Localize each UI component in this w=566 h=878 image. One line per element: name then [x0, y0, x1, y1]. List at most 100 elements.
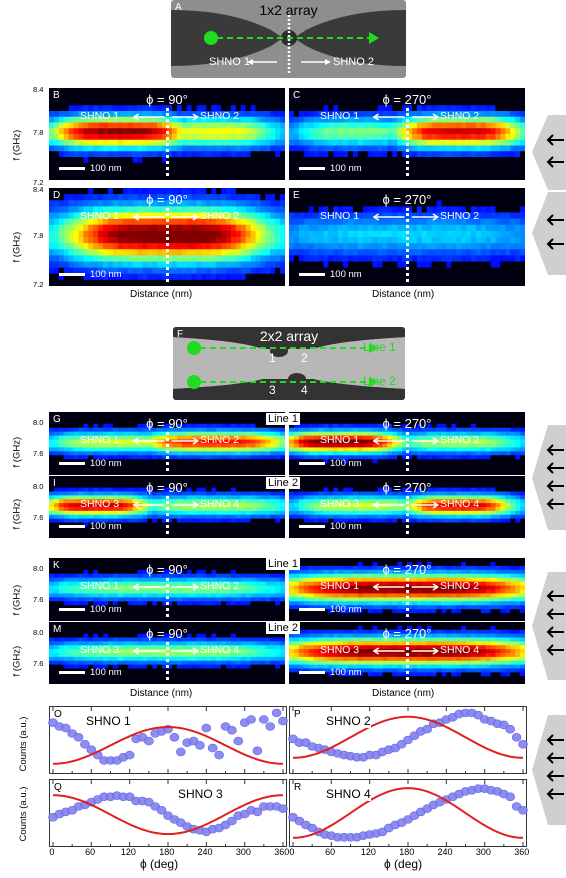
graphs-xlabel-right: ϕ (deg) [384, 857, 423, 871]
scale-bar-label: 100 nm [90, 604, 122, 615]
data-point [409, 731, 420, 741]
direction-arrows-icon-d [132, 213, 200, 221]
scale-bar-b: 100 nm [59, 163, 122, 174]
panel-f-sem-graphic [173, 327, 405, 400]
panel-f-num-4: 4 [301, 383, 308, 397]
x-tick-label: 240 [197, 847, 213, 857]
scale-bar-line [59, 273, 85, 276]
scale-bar-m: 100 nm [59, 667, 122, 678]
data-point [499, 720, 509, 730]
scatter-plot-r: R SHNO 4 [288, 779, 528, 847]
scale-bar-label: 100 nm [330, 269, 362, 280]
data-point [227, 725, 237, 735]
scale-bar-line [59, 167, 85, 170]
direction-arrows-icon-b [132, 113, 200, 121]
data-point [265, 722, 275, 731]
divider-line-h [406, 432, 409, 471]
fit-curve [293, 787, 523, 839]
shno-right-label-b: SHNO 2 [200, 110, 240, 122]
panel-letter-g: G [53, 414, 61, 425]
data-point [252, 807, 263, 817]
panel-a-shno-left: SHNO 1 [209, 56, 250, 68]
divider-line-i [166, 496, 169, 534]
scale-bar-label: 100 nm [330, 604, 362, 615]
direction-arrows-icon-i [132, 501, 200, 509]
row2-line1-tag-b: Line 1 [266, 558, 300, 570]
panel-letter-b: B [53, 90, 60, 101]
scale-bar-j: 100 nm [299, 521, 362, 532]
scale-bar-n: 100 nm [299, 667, 362, 678]
divider-line-g [166, 432, 169, 471]
row2-xlabel-right: Distance (nm) [372, 688, 435, 699]
scale-bar-c: 100 nm [299, 163, 362, 174]
graph-letter-q: Q [54, 782, 62, 793]
panel-a-letter: A [175, 2, 182, 13]
phi-label-b: ϕ = 90° [146, 92, 188, 107]
data-point [214, 750, 224, 760]
panel-f-title: 2x2 array [259, 328, 319, 344]
data-point [144, 797, 154, 807]
phi-label-e: ϕ = 270° [382, 192, 432, 207]
row2-ytick: 8.0 [33, 482, 44, 491]
row1-ytick-4: 7.8 [33, 231, 44, 240]
direction-arrows-icon-g [132, 437, 200, 445]
x-tick-label: 0 [289, 847, 295, 857]
panel-f-num-3: 3 [269, 383, 276, 397]
shno-left-label-k: SHNO 1 [80, 580, 120, 592]
row2-ytick: 7.6 [33, 595, 44, 604]
data-point [403, 735, 413, 745]
row2-line2-tag-a: Line 2 [266, 477, 300, 489]
scatter-svg-p [288, 707, 528, 773]
data-point [473, 710, 484, 720]
scatter-svg-q [48, 780, 288, 846]
x-tick-label: 300 [235, 847, 251, 857]
panel-a-shno-right: SHNO 2 [333, 56, 374, 68]
x-tick-label: 300 [475, 847, 491, 857]
panel-letter-c: C [293, 90, 301, 101]
row1-ytick-0: 8.4 [33, 85, 44, 94]
heatmap-k [49, 558, 285, 621]
data-point [80, 739, 90, 749]
divider-line-c [406, 108, 409, 176]
data-point [124, 792, 135, 802]
scale-bar-line [299, 167, 325, 170]
heatmap-l [289, 558, 525, 621]
fit-curve [53, 794, 283, 836]
graph-letter-o: O [54, 709, 62, 720]
scale-bar-line [59, 608, 85, 611]
x-tick-label: 180 [399, 847, 415, 857]
data-point [518, 739, 528, 749]
data-point [271, 708, 282, 718]
direction-arrows-icon-h [372, 437, 440, 445]
side-icons [532, 115, 566, 825]
panel-letter-i: I [53, 478, 56, 489]
direction-arrows-icon-n [372, 647, 440, 655]
data-point [505, 724, 515, 734]
scale-bar-i: 100 nm [59, 521, 122, 532]
shno-left-label-g: SHNO 1 [80, 434, 120, 446]
scale-bar-label: 100 nm [90, 521, 122, 532]
shno-left-label-l: SHNO 1 [320, 580, 360, 592]
data-point [61, 723, 71, 733]
shno-left-label-e: SHNO 1 [320, 210, 360, 222]
shno-right-label-d: SHNO 2 [200, 210, 240, 222]
scale-bar-label: 100 nm [90, 163, 122, 174]
panel-letter-k: K [53, 560, 60, 571]
panel-a-sem-image: A 1x2 array SHNO 1 SHNO 2 [171, 0, 406, 78]
row2-xlabel-left: Distance (nm) [130, 688, 193, 699]
shno-right-label-c: SHNO 2 [440, 110, 480, 122]
heatmap-b [49, 88, 285, 180]
direction-arrows-icon-j [372, 501, 440, 509]
scale-bar-line [299, 608, 325, 611]
row2-ytick: 7.6 [33, 449, 44, 458]
data-point [233, 736, 244, 746]
data-point [422, 724, 432, 734]
scatter-svg-r [288, 780, 528, 846]
divider-line-k [166, 578, 169, 617]
heatmap-m [49, 622, 285, 684]
graphs-xlabel-left: ϕ (deg) [140, 857, 179, 871]
graph-letter-p: P [294, 709, 301, 720]
